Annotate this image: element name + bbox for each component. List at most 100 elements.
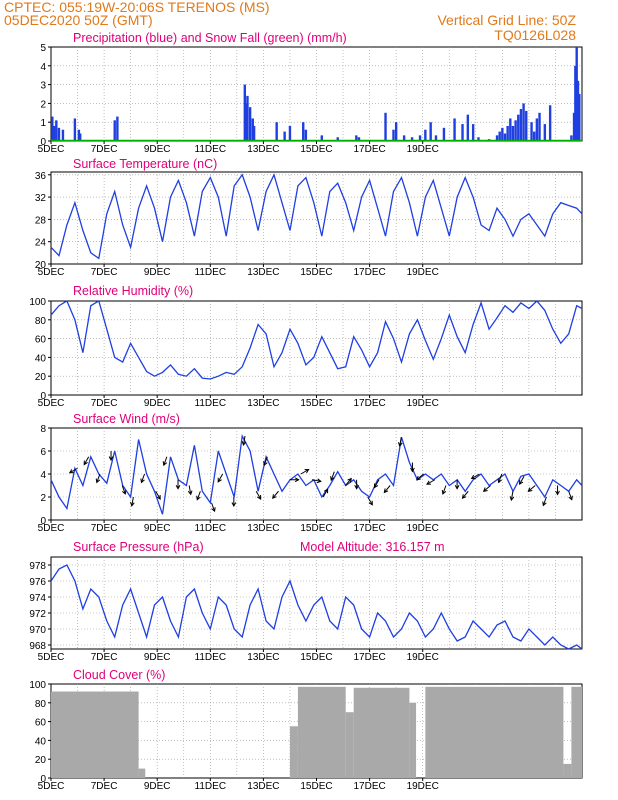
x-tick-label: 15DEC xyxy=(300,398,332,409)
wind-arrow xyxy=(462,490,469,499)
y-tick-label: 40 xyxy=(35,353,47,364)
precip-bar xyxy=(503,133,507,141)
precip-bar xyxy=(79,133,82,141)
wind-arrow xyxy=(211,502,216,512)
y-tick-label: 0 xyxy=(40,137,46,148)
cloud-bar xyxy=(345,712,354,778)
y-tick-label: 972 xyxy=(29,609,46,620)
wind-arrow xyxy=(69,467,78,474)
wind-arrow xyxy=(367,496,373,506)
x-tick-label: 13DEC xyxy=(247,652,279,663)
model-code: TQ0126L028 xyxy=(494,27,576,43)
x-tick-label: 15DEC xyxy=(300,267,332,278)
x-tick-label: 11DEC xyxy=(195,144,227,155)
precip-bar xyxy=(243,84,247,141)
precip-bar xyxy=(424,129,427,141)
precip-bar xyxy=(495,135,499,141)
precip-bar xyxy=(73,118,77,141)
x-tick-label: 19DEC xyxy=(407,781,439,792)
precip-bar xyxy=(572,112,576,141)
precip-bar xyxy=(418,135,422,141)
y-tick-label: 60 xyxy=(35,718,47,729)
panel-frame xyxy=(50,300,583,396)
x-tick-label: 7DEC xyxy=(91,267,118,278)
wind-arrow xyxy=(330,471,335,481)
x-tick-label: 11DEC xyxy=(195,523,227,534)
x-tick-label: 17DEC xyxy=(353,267,385,278)
series-line xyxy=(50,564,583,650)
y-tick-label: 968 xyxy=(29,641,46,652)
run-date: 05DEC2020 50Z (GMT) xyxy=(4,12,153,28)
y-tick-label: 32 xyxy=(35,193,47,204)
precip-bar xyxy=(246,95,249,141)
x-tick-label: 11DEC xyxy=(195,652,227,663)
x-tick-label: 15DEC xyxy=(300,523,332,534)
precip-bar xyxy=(384,112,387,141)
wind-arrow xyxy=(542,496,547,506)
y-tick-label: 3 xyxy=(40,81,46,92)
x-tick-label: 5DEC xyxy=(38,781,65,792)
precip-bar xyxy=(574,65,577,141)
wind-arrow xyxy=(399,437,402,447)
grid-note: Vertical Grid Line: 50Z xyxy=(437,12,576,28)
wind-arrow xyxy=(196,491,201,500)
precip-bar xyxy=(543,124,547,141)
precip-bar xyxy=(533,131,536,141)
x-tick-label: 9DEC xyxy=(144,652,171,663)
wind-arrow xyxy=(155,490,161,500)
cloud-bar xyxy=(297,686,346,778)
wind-arrow-head xyxy=(368,500,373,506)
x-tick-label: 17DEC xyxy=(353,781,385,792)
precip-bar xyxy=(461,124,464,141)
wind-arrow-head xyxy=(542,501,547,507)
precip-bar xyxy=(509,118,512,141)
y-tick-label: 36 xyxy=(35,171,47,182)
y-tick-label: 5 xyxy=(40,43,46,54)
wind-arrow-head xyxy=(272,494,277,499)
x-tick-label: 7DEC xyxy=(91,398,118,409)
y-tick-label: 978 xyxy=(29,561,46,572)
precip-bar xyxy=(535,118,539,141)
y-tick-label: 80 xyxy=(35,699,47,710)
precip-bar xyxy=(252,125,256,141)
wind-arrow-head xyxy=(294,477,300,483)
precip-bar xyxy=(471,124,475,141)
wind-arrow-head xyxy=(256,495,262,500)
wind-arrow-head xyxy=(373,483,379,489)
precip-bar xyxy=(394,122,398,141)
wind-arrow-head xyxy=(454,484,460,490)
wind-arrow-head xyxy=(426,480,431,485)
x-tick-label: 15DEC xyxy=(300,144,332,155)
precip-bar xyxy=(511,125,515,141)
wind-arrow xyxy=(140,473,145,483)
precip-bar xyxy=(336,137,339,141)
precip-bar xyxy=(77,129,81,141)
precip-bar xyxy=(61,129,65,141)
x-tick-label: 7DEC xyxy=(91,144,118,155)
x-tick-label: 5DEC xyxy=(38,144,65,155)
precip-bar xyxy=(506,125,509,141)
y-tick-label: 28 xyxy=(35,215,47,226)
precip-bar xyxy=(275,122,278,141)
precip-bar xyxy=(57,127,61,141)
precip-bar xyxy=(357,137,361,141)
x-tick-label: 19DEC xyxy=(407,523,439,534)
wind-arrow xyxy=(311,479,321,482)
precip-bar xyxy=(501,127,504,141)
wind-arrow-head xyxy=(383,488,389,494)
precip-bar xyxy=(429,122,432,141)
wind-arrow xyxy=(416,473,424,481)
wind-arrow-head xyxy=(263,461,268,467)
x-tick-label: 13DEC xyxy=(247,523,279,534)
wind-arrow-head xyxy=(304,468,310,474)
precip-bar xyxy=(116,116,119,141)
precip-bar xyxy=(442,127,446,141)
x-tick-label: 9DEC xyxy=(144,267,171,278)
cloud-bar xyxy=(289,726,298,778)
wind-arrow xyxy=(442,485,447,495)
x-tick-label: 19DEC xyxy=(407,267,439,278)
y-tick-label: 4 xyxy=(40,62,46,73)
x-tick-label: 11DEC xyxy=(195,398,227,409)
wind-arrow xyxy=(242,435,246,446)
wind-arrow-head xyxy=(509,496,515,502)
